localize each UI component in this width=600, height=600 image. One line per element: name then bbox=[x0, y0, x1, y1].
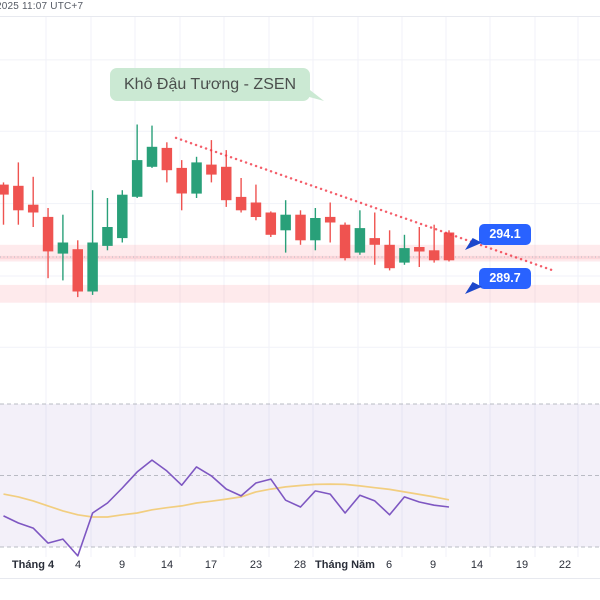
candle bbox=[87, 190, 98, 295]
candle bbox=[176, 160, 187, 211]
support-zone[interactable] bbox=[0, 284, 600, 303]
candle bbox=[161, 142, 173, 183]
time-axis-label: 22 bbox=[558, 559, 572, 571]
candle-body bbox=[131, 160, 143, 197]
candle bbox=[72, 240, 83, 298]
candle-body bbox=[72, 249, 83, 292]
candle-body bbox=[265, 212, 277, 235]
candle bbox=[414, 227, 425, 267]
time-axis-label: 4 bbox=[74, 559, 82, 571]
time-axis-label: 23 bbox=[249, 559, 263, 571]
candle bbox=[280, 200, 291, 253]
trendline-annotation[interactable] bbox=[174, 136, 555, 272]
time-axis-label: 19 bbox=[515, 559, 529, 571]
support-zone[interactable] bbox=[0, 255, 600, 260]
candle-body bbox=[280, 214, 291, 231]
candle-body bbox=[146, 146, 158, 167]
candle bbox=[428, 224, 440, 263]
candle-body bbox=[339, 224, 351, 259]
time-axis-label: 9 bbox=[429, 559, 437, 571]
candle bbox=[235, 178, 247, 213]
candle-body bbox=[354, 228, 366, 253]
resistance-value: 294.1 bbox=[489, 227, 521, 241]
oscillator-signal-line bbox=[3, 483, 450, 518]
symbol-callout[interactable]: Khô Đậu Tương - ZSEN bbox=[110, 68, 325, 101]
candle bbox=[131, 124, 143, 198]
candle bbox=[310, 208, 321, 251]
candle-body bbox=[206, 164, 217, 175]
time-axis-label: 14 bbox=[470, 559, 484, 571]
time-axis-label: 14 bbox=[160, 559, 174, 571]
candle bbox=[399, 234, 410, 265]
candle-body bbox=[27, 204, 39, 213]
candle bbox=[102, 198, 113, 251]
support-value: 289.7 bbox=[489, 271, 521, 285]
candle bbox=[369, 212, 380, 265]
candle bbox=[42, 208, 54, 279]
time-axis-label: Tháng 4 bbox=[11, 559, 55, 571]
candle-body bbox=[87, 242, 98, 292]
candle-body bbox=[161, 147, 173, 171]
candle bbox=[57, 214, 69, 281]
header-divider bbox=[0, 16, 600, 17]
candle bbox=[206, 140, 217, 183]
candle bbox=[384, 230, 395, 271]
candle-body bbox=[295, 214, 306, 241]
candle-body bbox=[428, 250, 440, 261]
candle bbox=[443, 230, 455, 262]
candle bbox=[117, 190, 128, 243]
candle bbox=[27, 176, 39, 227]
candle bbox=[250, 184, 262, 221]
time-axis-label: 6 bbox=[385, 559, 393, 571]
candle-body bbox=[399, 248, 410, 263]
candle-body bbox=[13, 185, 24, 211]
time-axis-label: Tháng Năm bbox=[315, 559, 375, 571]
time-axis-label: 28 bbox=[293, 559, 307, 571]
candle bbox=[354, 210, 366, 255]
oscillator-line bbox=[3, 459, 450, 557]
price-label-resistance[interactable]: 294.1 bbox=[465, 224, 531, 250]
candle bbox=[324, 202, 336, 243]
candle-body bbox=[369, 238, 380, 245]
candle-body bbox=[384, 244, 395, 269]
axis-bottom-divider bbox=[0, 578, 600, 579]
candle-body bbox=[176, 167, 187, 194]
candle bbox=[221, 150, 232, 207]
candle-body bbox=[443, 232, 455, 261]
candle-body bbox=[414, 247, 425, 252]
candle bbox=[339, 222, 351, 261]
candle-body bbox=[250, 202, 262, 217]
price-label-support[interactable]: 289.7 bbox=[465, 268, 531, 294]
candle-body bbox=[235, 196, 247, 211]
candle bbox=[191, 156, 202, 198]
candle-body bbox=[57, 242, 69, 254]
candle bbox=[265, 211, 277, 237]
candle bbox=[295, 210, 306, 245]
oscillator-band bbox=[0, 404, 600, 547]
candle-body bbox=[102, 227, 113, 246]
chart-timestamp: 2025 11:07 UTC+7 bbox=[0, 1, 84, 12]
candle-body bbox=[0, 184, 9, 195]
candle-body bbox=[191, 162, 202, 194]
candlestick-series bbox=[0, 124, 455, 298]
candle bbox=[0, 182, 9, 225]
candle bbox=[13, 162, 24, 225]
candle-body bbox=[310, 218, 321, 241]
candle bbox=[146, 125, 158, 168]
time-axis-label: 17 bbox=[204, 559, 218, 571]
symbol-callout-label: Khô Đậu Tương - ZSEN bbox=[124, 76, 297, 93]
candle-body bbox=[221, 166, 232, 201]
time-axis-label: 9 bbox=[118, 559, 126, 571]
candle-body bbox=[324, 216, 336, 223]
candle-body bbox=[42, 216, 54, 252]
candle-body bbox=[117, 194, 128, 239]
